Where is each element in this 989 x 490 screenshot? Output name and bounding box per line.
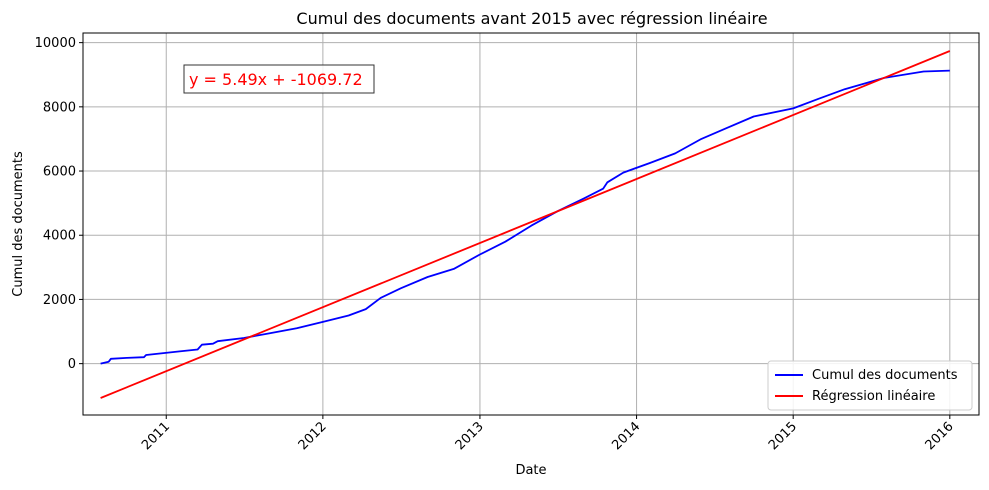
legend-label-regression: Régression linéaire: [812, 389, 935, 404]
y-tick-label: 8000: [43, 100, 76, 115]
equation-frame: [183, 64, 375, 94]
y-tick-label: 4000: [43, 229, 76, 244]
y-axis-label: Cumul des documents: [11, 151, 26, 297]
regression-equation: y = 5.49x + -1069.72: [189, 70, 363, 89]
x-tick-label: 2013: [453, 419, 487, 453]
x-axis: 2011 2012 2013 2014 2015 2016: [139, 415, 957, 453]
x-tick-label: 2016: [923, 419, 957, 453]
x-tick-label: 2011: [139, 419, 173, 453]
legend-frame: [767, 360, 973, 411]
chart-title: Cumul des documents avant 2015 avec régr…: [296, 9, 767, 28]
legend-label-cumul: Cumul des documents: [812, 368, 958, 383]
plot-frame: [82, 32, 980, 416]
series: [100, 50, 951, 399]
series-line-cumul: [100, 69, 950, 365]
y-tick-label: 2000: [43, 293, 76, 308]
x-tick-label: 2014: [609, 419, 643, 453]
regression-equation-box: y = 5.49x + -1069.72: [183, 64, 375, 94]
y-axis: 0 2000 4000 6000 8000 10000: [35, 36, 83, 372]
legend: Cumul des documents Régression linéaire: [767, 360, 973, 411]
series-line-regression: [100, 50, 951, 399]
x-tick-label: 2012: [296, 419, 330, 453]
x-axis-label: Date: [515, 463, 546, 478]
y-tick-label: 6000: [43, 165, 76, 180]
y-tick-label: 10000: [35, 36, 76, 51]
x-tick-label: 2015: [766, 419, 800, 453]
y-tick-label: 0: [68, 357, 76, 372]
grid: [83, 33, 979, 415]
